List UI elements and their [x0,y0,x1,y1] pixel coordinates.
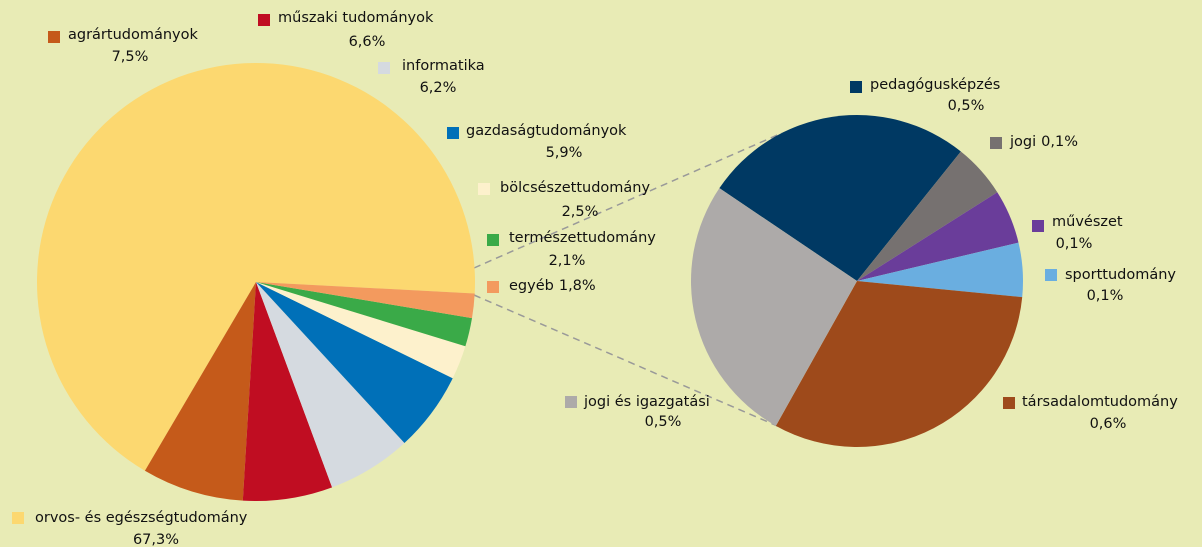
category-label: műszaki tudományok [278,10,434,26]
category-label: társadalomtudomány [1022,394,1178,410]
category-label: informatika [402,58,485,74]
legend-swatch [1032,220,1044,232]
value-label: 0,1% [1087,288,1124,304]
value-label: 2,1% [549,253,586,269]
legend-swatch [850,81,862,93]
slice-label: jogi 0,1% [1009,134,1078,150]
category-label: jogi [1009,134,1036,150]
category-label: orvos- és egészségtudomány [35,510,248,526]
legend-swatch [447,127,459,139]
category-label: jogi és igazgatási [583,394,710,410]
value-label: 2,5% [562,204,599,220]
pie-slice [256,282,453,444]
legend-swatch [990,137,1002,149]
category-label: egyéb [509,278,554,294]
pie-slice [36,63,475,471]
category-label: gazdaságtudományok [466,123,627,139]
pie-slice [242,282,333,501]
pie-slice [857,151,998,281]
value-label: 67,3% [133,532,179,547]
value-label: 0,1% [1056,236,1093,252]
legend-swatch [12,512,24,524]
pie-slice [256,282,466,379]
legend-swatch [487,281,499,293]
pie-slice [719,115,961,281]
value-label: 0,5% [948,98,985,114]
pie-slice [857,242,1023,298]
pie-slice [256,282,473,347]
legend-swatch [478,183,490,195]
category-label: pedagógusképzés [870,77,1000,93]
legend-swatch [1045,269,1057,281]
pie-slice [690,188,857,426]
legend-swatch [487,234,499,246]
value-label: 0,1% [1041,134,1078,150]
legend-swatch [378,62,390,74]
category-label: agrártudományok [68,27,199,43]
value-label: 6,6% [349,34,386,50]
slice-label: egyéb 1,8% [509,278,596,294]
category-label: bölcsészettudomány [500,180,650,196]
legend-swatch [258,14,270,26]
legend-swatch [48,31,60,43]
value-label: 0,6% [1090,416,1127,432]
pie-slice [256,282,475,319]
value-label: 5,9% [546,145,583,161]
pie-slice [775,281,1023,448]
value-label: 6,2% [420,80,457,96]
category-label: természettudomány [509,230,656,246]
pie-slice [256,282,405,488]
value-label: 0,5% [645,414,682,430]
pie-slice [144,282,256,501]
category-label: művészet [1052,214,1123,230]
legend-swatch [565,396,577,408]
category-label: sporttudomány [1065,267,1176,283]
value-label: 7,5% [112,49,149,65]
pie-slice [857,192,1019,281]
connector-line [473,294,783,429]
connector-line [473,132,783,269]
value-label: 1,8% [559,278,596,294]
legend-swatch [1003,397,1015,409]
